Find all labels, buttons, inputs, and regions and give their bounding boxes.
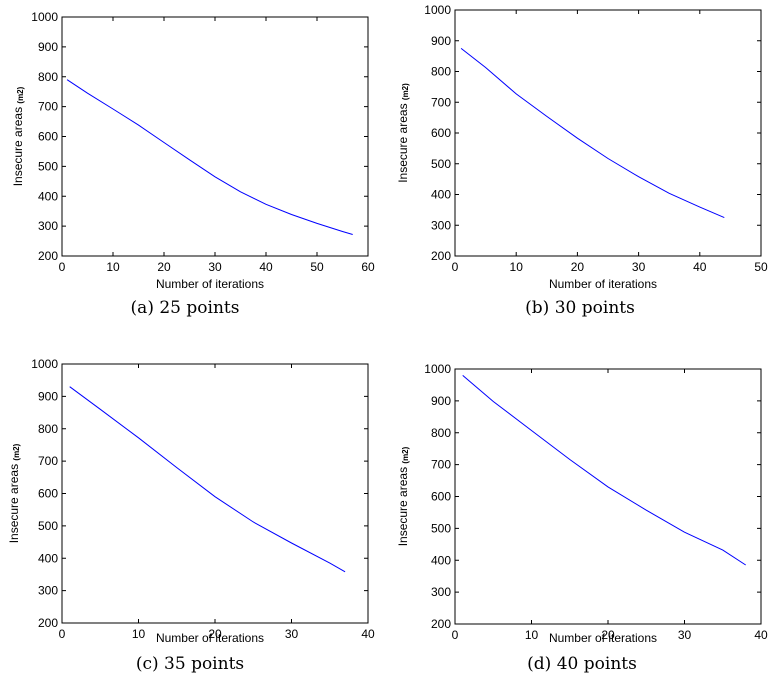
y-tick-label: 900	[431, 394, 451, 408]
x-tick-label: 0	[59, 627, 66, 641]
x-tick-label: 20	[571, 260, 585, 274]
y-axis-unit: (m2)	[401, 83, 410, 100]
x-tick-label: 20	[601, 628, 615, 642]
x-tick-label: 10	[106, 260, 120, 274]
y-axis-label: Insecure areas (m2)	[11, 86, 25, 186]
y-axis-label-text: Insecure areas	[396, 464, 410, 547]
y-tick-label: 1000	[424, 362, 451, 376]
chart-panel-b: 0 10 20 30 40 50 200 300 400 500 600 700 800 900 1000 N…	[393, 0, 771, 330]
chart-panel-d: 0 10 20 30 40 200 300 400 500 600 700 800 900 1000 Num…	[393, 350, 771, 681]
x-tick-label: 20	[157, 260, 171, 274]
y-tick-label: 600	[38, 487, 58, 501]
x-tick-label: 10	[132, 627, 146, 641]
chart-panel-c: 0 10 20 30 40 200 300 400 500 600 700 800 900 1000 Num…	[0, 350, 385, 681]
y-tick-label: 900	[38, 40, 58, 54]
x-tick-label: 0	[452, 260, 459, 274]
y-tick-label: 800	[431, 65, 451, 79]
x-axis-label: Number of iterations	[156, 277, 264, 291]
y-tick-label: 300	[431, 585, 451, 599]
y-tick-label: 300	[431, 218, 451, 232]
x-tick-label: 10	[510, 260, 524, 274]
chart-a: 0 10 20 30 40 50 60 200 300 400 500 600 700 800 900 100…	[11, 10, 375, 291]
y-tick-label: 500	[431, 157, 451, 171]
x-tick-label: 30	[208, 260, 222, 274]
chart-b: 0 10 20 30 40 50 200 300 400 500 600 700 800 900 1000 N…	[396, 3, 768, 291]
y-tick-label: 600	[38, 130, 58, 144]
y-tick-label: 700	[431, 458, 451, 472]
y-axis-label-text: Insecure areas	[7, 461, 21, 544]
x-tick-label: 0	[452, 628, 459, 642]
y-tick-label: 900	[38, 389, 58, 403]
x-tick-label: 60	[361, 260, 375, 274]
chart-panel-a: 0 10 20 30 40 50 60 200 300 400 500 600 700 800 900 100…	[0, 0, 385, 330]
chart-caption-a: (a) 25 points	[130, 298, 240, 318]
y-tick-label: 300	[38, 584, 58, 598]
plot-frame	[61, 363, 369, 624]
y-axis-unit: (m2)	[16, 86, 25, 103]
x-axis-label: Number of iterations	[549, 631, 657, 645]
series-line	[460, 48, 725, 219]
x-tick-label: 40	[693, 260, 707, 274]
chart-caption-d: (d) 40 points	[527, 654, 637, 674]
y-tick-label: 1000	[31, 357, 58, 371]
y-tick-label: 1000	[31, 10, 58, 24]
x-tick-label: 40	[754, 628, 768, 642]
series-line	[69, 386, 346, 573]
x-tick-label: 30	[285, 627, 299, 641]
y-tick-label: 300	[38, 219, 58, 233]
y-tick-label: 400	[431, 188, 451, 202]
y-axis-label-text: Insecure areas	[396, 100, 410, 183]
series-line	[66, 79, 353, 235]
chart-caption-b: (b) 30 points	[525, 298, 635, 318]
x-tick-label: 20	[208, 627, 222, 641]
y-tick-label: 600	[431, 126, 451, 140]
y-tick-label: 500	[38, 519, 58, 533]
y-tick-label: 700	[431, 95, 451, 109]
y-tick-label: 600	[431, 490, 451, 504]
x-axis-label: Number of iterations	[549, 277, 657, 291]
y-tick-label: 700	[38, 100, 58, 114]
y-axis-unit: (m2)	[401, 446, 410, 463]
x-tick-label: 30	[632, 260, 646, 274]
y-axis-label: Insecure areas (m2)	[396, 446, 410, 546]
x-axis-label: Number of iterations	[156, 631, 264, 645]
y-tick-label: 200	[431, 617, 451, 631]
y-tick-label: 800	[431, 426, 451, 440]
y-tick-label: 400	[38, 189, 58, 203]
y-tick-label: 500	[38, 159, 58, 173]
y-tick-label: 400	[431, 553, 451, 567]
y-tick-label: 800	[38, 70, 58, 84]
y-tick-label: 1000	[424, 3, 451, 17]
y-axis-label-text: Insecure areas	[11, 104, 25, 187]
y-tick-label: 400	[38, 551, 58, 565]
y-axis-label: Insecure areas (m2)	[7, 443, 21, 543]
y-tick-label: 200	[431, 249, 451, 263]
plot-frame	[454, 9, 762, 257]
y-tick-label: 200	[38, 249, 58, 263]
y-axis-label: Insecure areas (m2)	[396, 83, 410, 183]
y-tick-label: 500	[431, 521, 451, 535]
plot-frame	[61, 16, 369, 257]
x-tick-label: 10	[525, 628, 539, 642]
y-tick-label: 800	[38, 422, 58, 436]
y-axis-unit: (m2)	[12, 443, 21, 460]
y-tick-label: 900	[431, 34, 451, 48]
x-tick-label: 40	[361, 627, 375, 641]
x-tick-label: 30	[678, 628, 692, 642]
x-tick-label: 0	[59, 260, 66, 274]
series-line	[462, 375, 746, 566]
chart-d: 0 10 20 30 40 200 300 400 500 600 700 800 900 1000 Num…	[396, 362, 768, 645]
x-tick-label: 50	[754, 260, 768, 274]
y-tick-label: 200	[38, 616, 58, 630]
x-tick-label: 40	[259, 260, 273, 274]
x-tick-label: 50	[310, 260, 324, 274]
chart-caption-c: (c) 35 points	[135, 654, 245, 674]
chart-c: 0 10 20 30 40 200 300 400 500 600 700 800 900 1000 Num…	[7, 357, 375, 645]
y-tick-label: 700	[38, 454, 58, 468]
